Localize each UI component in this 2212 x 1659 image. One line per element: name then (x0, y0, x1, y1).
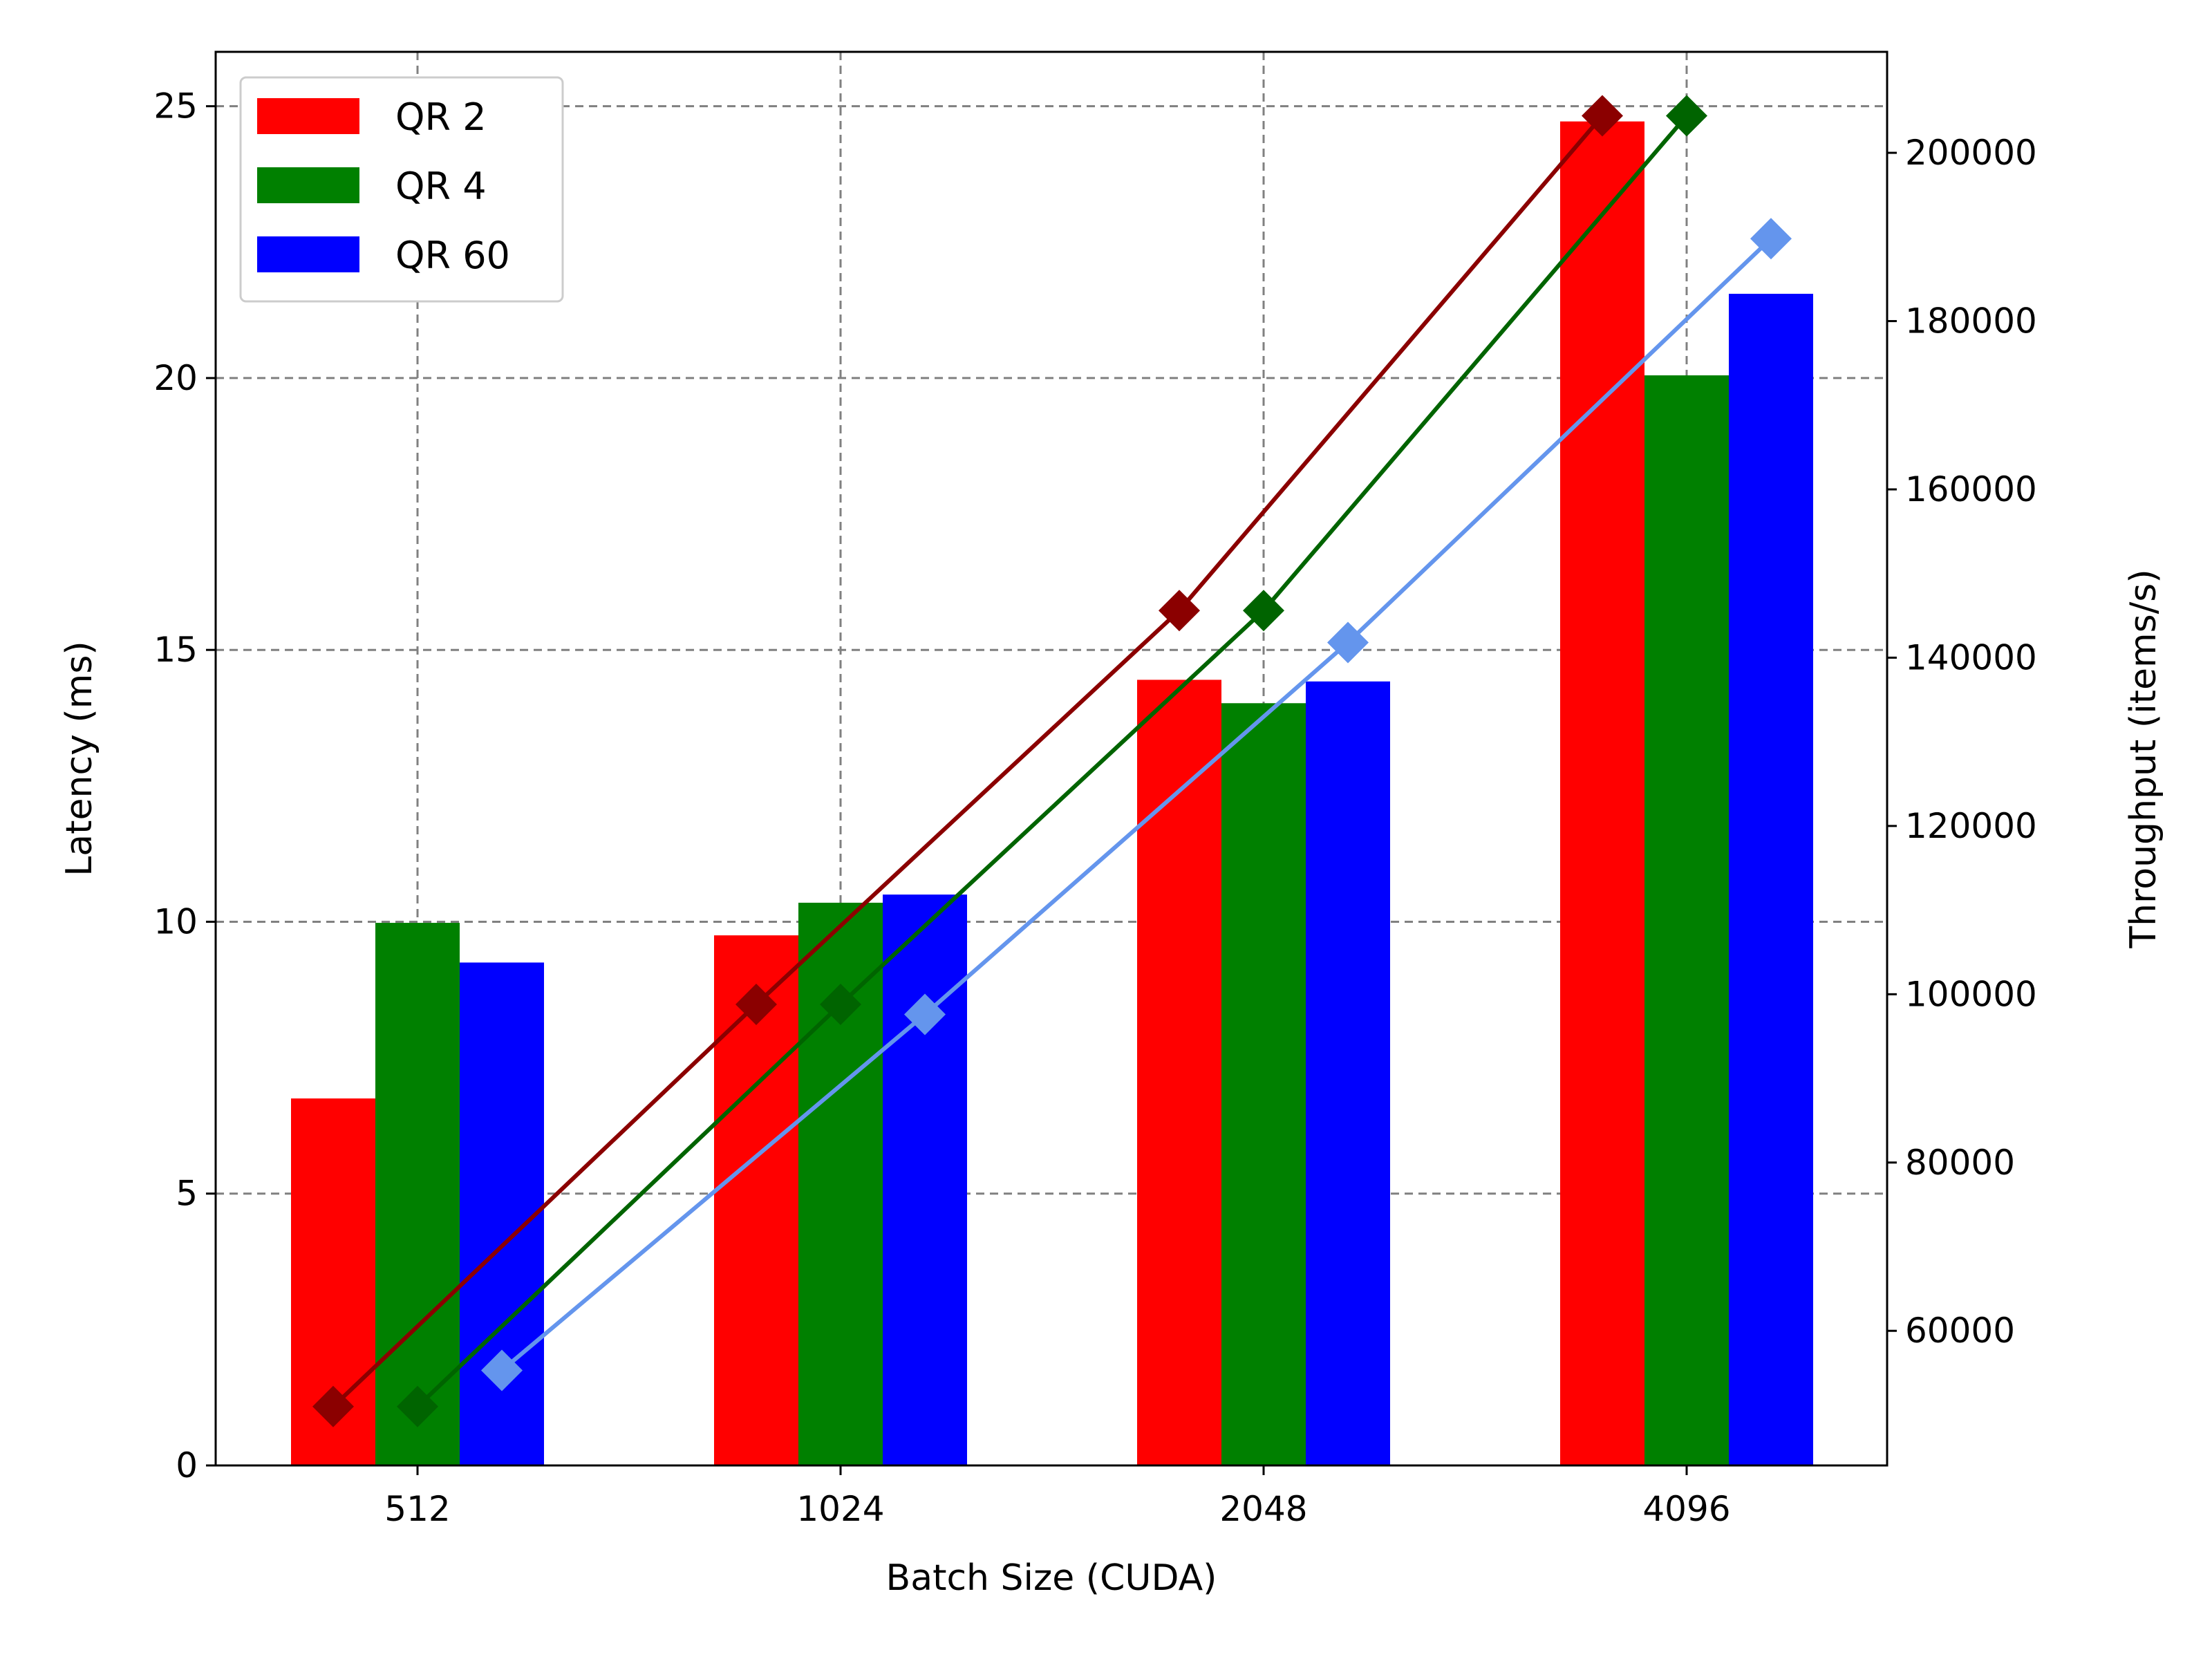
legend-swatch-qr-2 (257, 98, 359, 134)
x-axis-label: Batch Size (CUDA) (886, 1557, 1217, 1599)
bar-qr-2-4096 (1560, 121, 1644, 1466)
right-y-axis: 60000 80000 100000 120000 140000 160000 180000… (1887, 133, 2037, 1351)
legend: QR 2 QR 4 QR 60 (239, 76, 564, 303)
throughput-point-2-1024 (904, 993, 946, 1035)
legend-entry-qr-60: QR 60 (395, 234, 510, 277)
throughput-point-2-2048 (1327, 621, 1369, 664)
bar-qr-4-512 (375, 923, 460, 1465)
bar-qr-60-1024 (883, 894, 967, 1465)
throughput-point-1-4096 (1666, 95, 1707, 137)
left-tick-label-0: 0 (176, 1445, 198, 1485)
bar-qr-4-2048 (1221, 703, 1306, 1465)
left-tick-label-10: 10 (153, 901, 198, 941)
legend-entry-qr-4: QR 4 (395, 165, 487, 208)
y-axis-label: Latency (ms) (59, 641, 100, 876)
x-tick-label-512: 512 (384, 1489, 450, 1529)
bar-qr-60-2048 (1306, 681, 1390, 1465)
throughput-point-0-2048 (1159, 590, 1200, 632)
throughput-point-1-2048 (1243, 590, 1284, 632)
bars (291, 121, 1813, 1466)
left-tick-label-15: 15 (153, 630, 198, 670)
left-tick-label-25: 25 (153, 86, 198, 126)
throughput-point-2-512 (481, 1349, 523, 1391)
y2-axis-label: Throughput (items/s) (2123, 569, 2164, 948)
left-tick-label-5: 5 (176, 1174, 198, 1214)
right-tick-label-120000: 120000 (1905, 806, 2037, 846)
throughput-lines (312, 95, 1792, 1427)
throughput-point-0-1024 (735, 983, 777, 1025)
right-tick-label-80000: 80000 (1905, 1143, 2015, 1183)
bar-qr-2-2048 (1137, 679, 1221, 1465)
legend-entry-qr-2: QR 2 (395, 95, 487, 139)
throughput-line-0 (331, 114, 1604, 1408)
throughput-point-0-512 (312, 1385, 354, 1427)
right-tick-label-60000: 60000 (1905, 1311, 2015, 1351)
throughput-line-2 (500, 237, 1773, 1372)
right-tick-label-160000: 160000 (1905, 469, 2037, 509)
left-y-axis: 0 5 10 15 20 25 (153, 86, 216, 1485)
throughput-line-1 (415, 114, 1689, 1408)
throughput-point-1-1024 (820, 983, 861, 1025)
right-tick-label-180000: 180000 (1905, 301, 2037, 341)
bar-qr-60-4096 (1729, 294, 1813, 1465)
throughput-point-1-512 (397, 1385, 438, 1427)
legend-swatch-qr-4 (257, 167, 359, 203)
plot-frame (214, 50, 1888, 1467)
throughput-point-0-4096 (1582, 95, 1623, 137)
x-tick-label-2048: 2048 (1219, 1489, 1307, 1529)
x-tick-label-1024: 1024 (796, 1489, 884, 1529)
throughput-point-2-4096 (1750, 218, 1792, 260)
bar-qr-4-4096 (1644, 375, 1729, 1465)
x-tick-label-4096: 4096 (1642, 1489, 1730, 1529)
left-tick-label-20: 20 (153, 358, 198, 398)
right-tick-label-140000: 140000 (1905, 637, 2037, 677)
legend-swatch-qr-60 (257, 236, 359, 272)
right-tick-label-100000: 100000 (1905, 974, 2037, 1014)
x-axis: 512 1024 2048 4096 (384, 1465, 1731, 1529)
right-tick-label-200000: 200000 (1905, 133, 2037, 173)
